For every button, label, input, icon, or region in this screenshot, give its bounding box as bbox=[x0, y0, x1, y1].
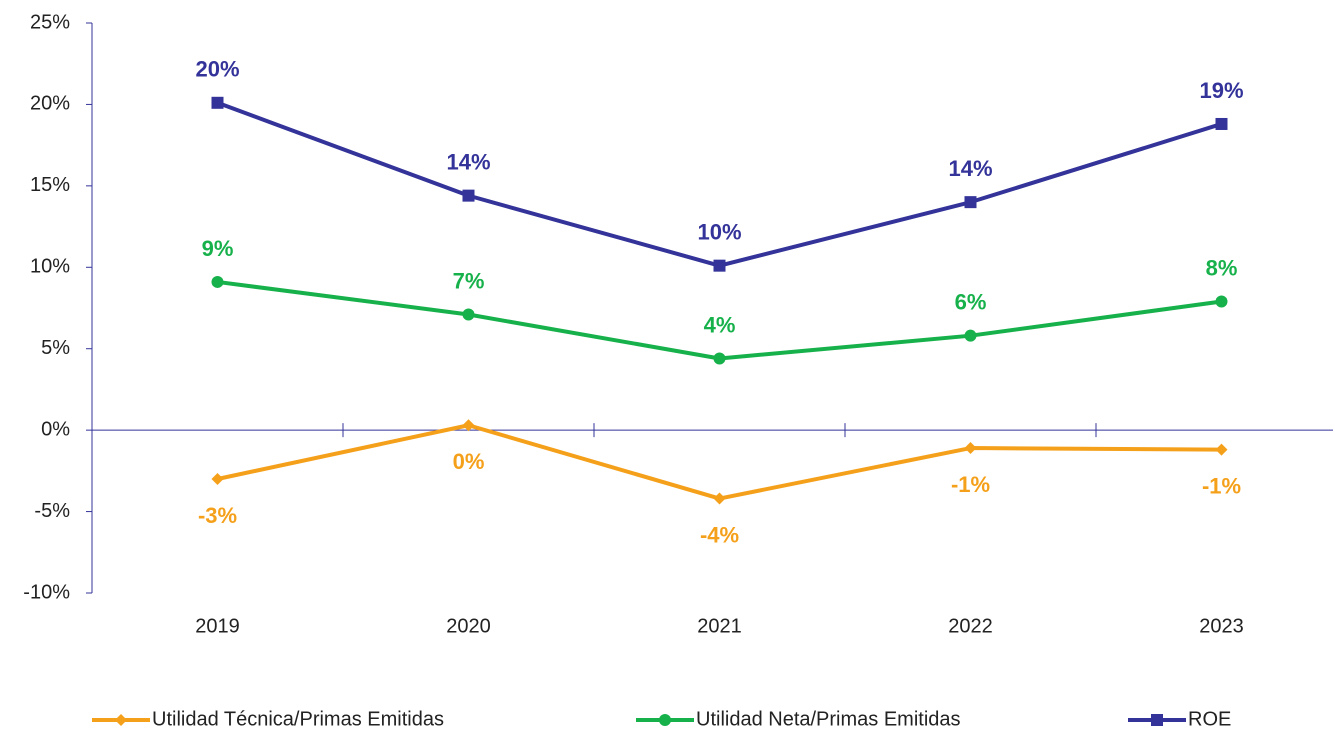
y-tick-label: -5% bbox=[34, 500, 70, 522]
x-tick-label: 2021 bbox=[697, 615, 742, 637]
x-tick-label: 2020 bbox=[446, 615, 491, 637]
legend-marker bbox=[659, 714, 671, 726]
data-label: 14% bbox=[446, 149, 490, 174]
series-marker bbox=[964, 329, 977, 342]
series-marker bbox=[462, 419, 475, 432]
data-label: 20% bbox=[195, 57, 239, 82]
series-marker bbox=[1215, 117, 1228, 130]
data-label: 7% bbox=[453, 268, 485, 293]
legend-label: Utilidad Técnica/Primas Emitidas bbox=[152, 708, 444, 730]
series-marker bbox=[964, 196, 977, 209]
x-tick-label: 2023 bbox=[1199, 615, 1244, 637]
series-marker bbox=[211, 473, 224, 485]
data-label: -3% bbox=[198, 503, 237, 528]
y-tick-label: 5% bbox=[41, 337, 70, 359]
data-label: 10% bbox=[697, 219, 741, 244]
x-tick-label: 2019 bbox=[195, 615, 240, 637]
series-marker bbox=[211, 96, 224, 109]
data-label: 0% bbox=[453, 449, 485, 474]
series-marker bbox=[713, 492, 726, 505]
series-marker bbox=[1215, 295, 1228, 308]
series-marker bbox=[964, 442, 977, 455]
data-label: -1% bbox=[1202, 473, 1241, 498]
legend-marker bbox=[1151, 714, 1163, 726]
y-tick-label: 10% bbox=[30, 256, 70, 278]
x-tick-label: 2022 bbox=[948, 615, 993, 637]
series-line bbox=[217, 423, 1222, 501]
series-marker bbox=[713, 352, 726, 365]
y-tick-label: 15% bbox=[30, 174, 70, 196]
series-marker bbox=[713, 259, 726, 272]
legend-marker bbox=[115, 714, 127, 726]
series-marker bbox=[211, 275, 224, 288]
y-tick-label: 20% bbox=[30, 93, 70, 115]
data-label: 4% bbox=[704, 312, 736, 337]
legend-label: ROE bbox=[1188, 708, 1231, 730]
data-label: 19% bbox=[1199, 78, 1243, 103]
y-tick-label: 0% bbox=[41, 418, 70, 440]
y-tick-label: -10% bbox=[23, 581, 70, 603]
y-tick-label: 25% bbox=[30, 11, 70, 33]
data-label: 9% bbox=[202, 236, 234, 261]
data-label: 6% bbox=[955, 289, 987, 314]
legend-label: Utilidad Neta/Primas Emitidas bbox=[696, 708, 961, 730]
data-label: 8% bbox=[1206, 255, 1238, 280]
series-marker bbox=[462, 189, 475, 202]
data-label: -1% bbox=[951, 472, 990, 497]
series-marker bbox=[462, 308, 475, 321]
data-label: -4% bbox=[700, 522, 739, 547]
series-marker bbox=[1215, 443, 1228, 456]
data-label: 14% bbox=[948, 156, 992, 181]
